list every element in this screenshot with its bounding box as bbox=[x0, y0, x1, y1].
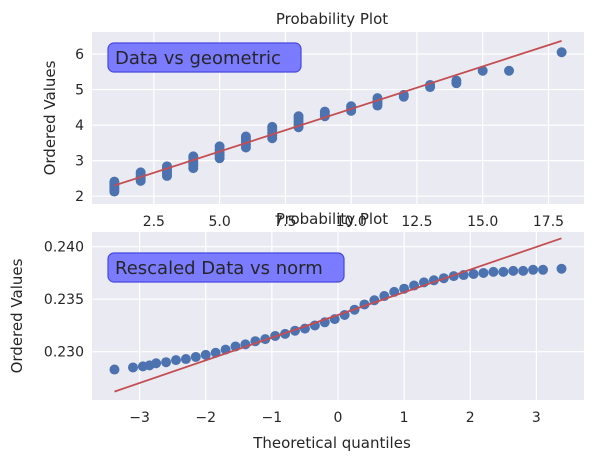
top-plot: Data vs geometric Probability Plot Order… bbox=[41, 10, 584, 230]
data-point bbox=[135, 167, 146, 178]
bottom-x-tick-labels: −3 −2 −1 0 1 2 3 bbox=[129, 410, 541, 426]
y-tick-label: 0.230 bbox=[44, 345, 84, 361]
x-tick-label: 12.5 bbox=[401, 214, 432, 230]
bottom-data-points bbox=[109, 263, 567, 375]
bottom-fit-line bbox=[114, 237, 562, 393]
fit-line bbox=[114, 237, 562, 393]
x-tick-label: 0 bbox=[334, 410, 343, 426]
x-tick-label: 2 bbox=[466, 410, 475, 426]
data-point bbox=[518, 265, 529, 276]
data-point bbox=[109, 364, 120, 375]
data-point bbox=[240, 131, 251, 142]
top-annotation-box: Data vs geometric bbox=[107, 42, 302, 73]
bottom-y-axis-label: Ordered Values bbox=[8, 258, 26, 373]
data-point bbox=[504, 65, 515, 76]
x-tick-label: 7.5 bbox=[274, 214, 296, 230]
data-point bbox=[190, 351, 201, 362]
data-point bbox=[477, 65, 488, 76]
x-tick-label: −1 bbox=[262, 410, 283, 426]
top-fit-line bbox=[114, 40, 562, 187]
bottom-annotation-box: Rescaled Data vs norm bbox=[107, 252, 345, 283]
top-data-points bbox=[109, 47, 567, 197]
top-plot-title: Probability Plot bbox=[276, 10, 388, 28]
top-annotation-box-rect bbox=[107, 42, 302, 73]
bottom-annotation-box-rect bbox=[107, 252, 345, 283]
data-point bbox=[556, 263, 567, 274]
data-point bbox=[478, 267, 489, 278]
data-point bbox=[488, 266, 499, 277]
data-point bbox=[556, 47, 567, 58]
y-tick-label: 4 bbox=[75, 118, 84, 134]
data-point bbox=[451, 75, 462, 86]
data-point bbox=[161, 357, 172, 368]
data-point bbox=[528, 264, 539, 275]
data-point bbox=[151, 358, 162, 369]
y-tick-label: 5 bbox=[75, 83, 84, 99]
x-tick-label: −2 bbox=[195, 410, 216, 426]
x-tick-label: 17.5 bbox=[533, 214, 564, 230]
x-tick-label: 10.0 bbox=[336, 214, 367, 230]
data-point bbox=[214, 141, 225, 152]
top-annotation-text: Data vs geometric bbox=[115, 48, 281, 69]
data-point bbox=[498, 266, 509, 277]
top-x-tick-labels: 2.5 5.0 7.5 10.0 12.5 15.0 17.5 bbox=[143, 214, 564, 230]
data-point bbox=[170, 355, 181, 366]
bottom-x-axis-label: Theoretical quantiles bbox=[252, 434, 411, 452]
x-tick-label: 2.5 bbox=[143, 214, 165, 230]
data-point bbox=[508, 265, 519, 276]
top-y-axis-label: Ordered Values bbox=[41, 60, 59, 175]
x-tick-label: 5.0 bbox=[208, 214, 230, 230]
bottom-plot-title: Probability Plot bbox=[276, 210, 388, 228]
bottom-y-tick-labels: 0.230 0.235 0.240 bbox=[44, 240, 84, 361]
y-tick-label: 0.240 bbox=[44, 240, 84, 256]
y-tick-label: 3 bbox=[75, 154, 84, 170]
data-point bbox=[267, 121, 278, 132]
top-y-tick-labels: 2 3 4 5 6 bbox=[75, 47, 84, 205]
x-tick-label: −3 bbox=[129, 410, 150, 426]
y-tick-label: 6 bbox=[75, 47, 84, 63]
data-point bbox=[319, 106, 330, 117]
x-tick-label: 1 bbox=[400, 410, 409, 426]
top-grid bbox=[92, 32, 584, 204]
data-point bbox=[180, 354, 191, 365]
y-tick-label: 0.235 bbox=[44, 292, 84, 308]
x-tick-label: 3 bbox=[532, 410, 541, 426]
x-tick-label: 15.0 bbox=[467, 214, 498, 230]
data-point bbox=[293, 111, 304, 122]
bottom-plot: Rescaled Data vs norm Probability Plot O… bbox=[8, 210, 584, 452]
data-point bbox=[128, 362, 138, 373]
data-point bbox=[538, 264, 548, 275]
bottom-annotation-text: Rescaled Data vs norm bbox=[115, 258, 323, 279]
data-point bbox=[468, 269, 479, 279]
y-tick-label: 2 bbox=[75, 189, 84, 205]
data-point bbox=[200, 349, 211, 360]
fit-line bbox=[114, 40, 562, 187]
